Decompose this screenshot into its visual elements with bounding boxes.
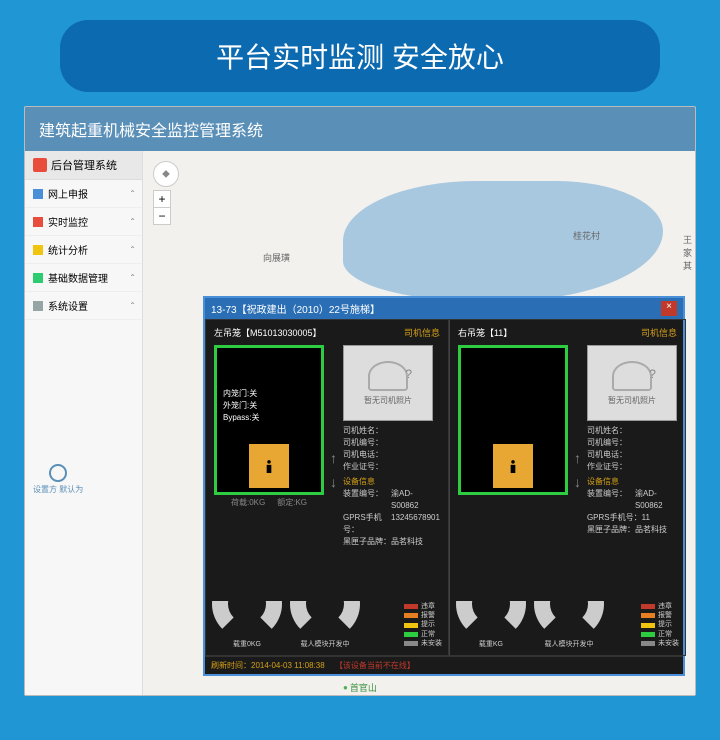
arrow-up-icon: ↑ [574, 450, 581, 466]
people-gauge [290, 601, 360, 639]
elevator-load-text: 荷载:0KG额定:KG [214, 497, 324, 508]
map-poi[interactable]: 首官山 [343, 681, 377, 694]
map-controls: + − [153, 161, 179, 225]
cage-label: 右吊笼【11】 [458, 326, 512, 339]
monitor-dialog: 13-73【祝政建出（2010）22号施梯】 × 左吊笼【M5101303000… [203, 296, 685, 676]
helmet-icon [368, 361, 408, 391]
chevron-icon: ⌃ [129, 301, 136, 310]
direction-arrows: ↑↓ [574, 345, 581, 595]
info-list: 司机姓名：司机编号：司机电话：作业证号： 设备信息 装置编号：渝AD-S0086… [587, 425, 677, 536]
sidebar: 后台管理系统 网上申报 ⌃ 实时监控 ⌃ 统计分析 ⌃ 基础数据管理 ⌃ 系统设… [25, 151, 143, 695]
map-label: 王家其 [683, 233, 695, 272]
sidebar-settings-link[interactable]: 设置方 默认为 [33, 464, 83, 495]
status-legend: 违章报警提示正常未安装 [641, 602, 679, 647]
sidebar-item-label: 统计分析 [48, 242, 88, 257]
map-canvas[interactable]: + − 向展璜桂花村王家其首官山大山山 13-73【祝政建出（2010）22号施… [143, 151, 695, 695]
chevron-icon: ⌃ [129, 245, 136, 254]
map-label: 桂花村 [573, 229, 600, 242]
app-title: 建筑起重机械安全监控管理系统 [25, 107, 695, 151]
sidebar-item-4[interactable]: 系统设置 ⌃ [25, 292, 142, 320]
elevator-diagram: 内笼门:关外笼门:关Bypass:关 [214, 345, 324, 495]
map-label: 向展璜 [263, 251, 290, 264]
sidebar-item-label: 网上申报 [48, 186, 88, 201]
driver-info-label: 司机信息 [641, 326, 677, 339]
sidebar-item-label: 系统设置 [48, 298, 88, 313]
status-time: 刷新时间：2014-04-03 11:08:38 [211, 661, 325, 670]
gauge-label: 载重KG [456, 639, 526, 649]
cage-panel-0: 左吊笼【M51013030005】 司机信息 内笼门:关外笼门:关Bypass:关… [205, 319, 449, 656]
cage-label: 左吊笼【M51013030005】 [214, 326, 322, 339]
elevator-diagram [458, 345, 568, 495]
map-lake [343, 181, 663, 301]
load-gauge [212, 601, 282, 639]
dialog-title-text: 13-73【祝政建出（2010）22号施梯】 [211, 301, 380, 316]
chevron-icon: ⌃ [129, 217, 136, 226]
people-gauge [534, 601, 604, 639]
arrow-up-icon: ↑ [330, 450, 337, 466]
avatar-icon [33, 158, 47, 172]
sidebar-item-label: 实时监控 [48, 214, 88, 229]
sidebar-item-label: 基础数据管理 [48, 270, 108, 285]
app-window: 建筑起重机械安全监控管理系统 后台管理系统 网上申报 ⌃ 实时监控 ⌃ 统计分析… [24, 106, 696, 696]
sidebar-item-3[interactable]: 基础数据管理 ⌃ [25, 264, 142, 292]
dialog-status-bar: 刷新时间：2014-04-03 11:08:38 【该设备当前不在线】 [205, 656, 683, 674]
driver-photo-placeholder: 暂无司机照片 [343, 345, 433, 421]
arrow-down-icon: ↓ [330, 474, 337, 490]
zoom-in-button[interactable]: + [154, 191, 170, 208]
chevron-icon: ⌃ [129, 273, 136, 282]
info-list: 司机姓名：司机编号：司机电话：作业证号： 设备信息 装置编号：渝AD-S0086… [343, 425, 440, 548]
helmet-icon [612, 361, 652, 391]
elevator-cage-icon [249, 444, 289, 488]
sidebar-item-icon [33, 189, 43, 199]
sidebar-item-2[interactable]: 统计分析 ⌃ [25, 236, 142, 264]
gauge-label: 载人模块开发中 [290, 639, 360, 649]
cage-panel-1: 右吊笼【11】司机信息 ↑↓ 暂无司机照片 司机姓名：司机编号：司机电话： [449, 319, 686, 656]
status-warning: 【该设备当前不在线】 [335, 661, 415, 670]
chevron-icon: ⌃ [129, 189, 136, 198]
close-icon[interactable]: × [661, 301, 677, 316]
elevator-cage-icon [493, 444, 533, 488]
driver-info-label: 司机信息 [404, 326, 440, 339]
sidebar-item-icon [33, 273, 43, 283]
direction-arrows: ↑↓ [330, 345, 337, 595]
load-gauge [456, 601, 526, 639]
sidebar-head-label: 后台管理系统 [51, 157, 117, 173]
compass-icon[interactable] [153, 161, 179, 187]
driver-photo-placeholder: 暂无司机照片 [587, 345, 677, 421]
dialog-titlebar[interactable]: 13-73【祝政建出（2010）22号施梯】 × [205, 298, 683, 319]
elevator-status-text: 内笼门:关外笼门:关Bypass:关 [223, 388, 259, 424]
sidebar-foot-label: 设置方 默认为 [33, 484, 83, 495]
sidebar-item-1[interactable]: 实时监控 ⌃ [25, 208, 142, 236]
promo-banner: 平台实时监测 安全放心 [60, 20, 660, 92]
gauge-label: 载人模块开发中 [534, 639, 604, 649]
sidebar-item-0[interactable]: 网上申报 ⌃ [25, 180, 142, 208]
elevator-load-text [458, 497, 568, 506]
sidebar-item-icon [33, 245, 43, 255]
zoom-out-button[interactable]: − [154, 208, 170, 224]
sidebar-header: 后台管理系统 [25, 151, 142, 180]
gauge-label: 载重0KG [212, 639, 282, 649]
status-legend: 违章报警提示正常未安装 [404, 602, 442, 647]
sidebar-item-icon [33, 301, 43, 311]
arrow-down-icon: ↓ [574, 474, 581, 490]
gear-icon [49, 464, 67, 482]
sidebar-item-icon [33, 217, 43, 227]
